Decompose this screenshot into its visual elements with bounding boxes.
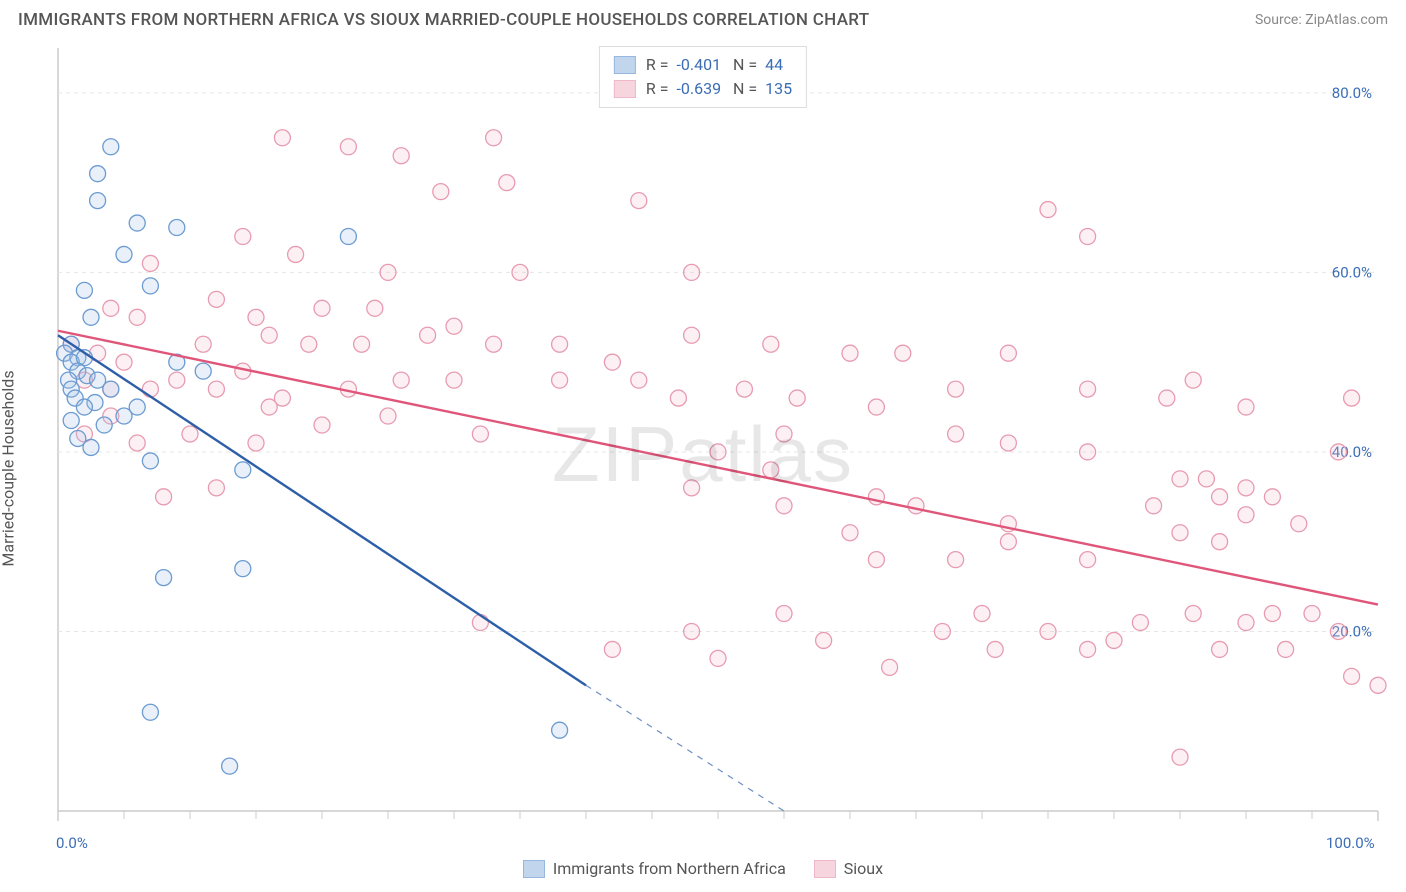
correlation-stats-box: R = -0.401 N = 44R = -0.639 N = 135 [599,46,807,108]
source-label: Source: [1255,12,1302,28]
legend-swatch-icon [814,860,836,878]
chart-header: IMMIGRANTS FROM NORTHERN AFRICA VS SIOUX… [0,0,1406,36]
legend-item-series1: Immigrants from Northern Africa [523,859,786,878]
stats-text: R = -0.639 N = 135 [646,77,792,101]
svg-text:60.0%: 60.0% [1332,263,1372,281]
stats-row: R = -0.401 N = 44 [614,53,792,77]
x-axis-tick-min: 0.0% [56,834,88,852]
y-axis-label: Married-couple Households [0,370,18,566]
stats-swatch-icon [614,80,636,98]
svg-text:80.0%: 80.0% [1332,84,1372,102]
chart-title: IMMIGRANTS FROM NORTHERN AFRICA VS SIOUX… [18,10,869,30]
source-attribution: Source: ZipAtlas.com [1255,12,1388,28]
legend-item-series2: Sioux [814,859,883,878]
stats-swatch-icon [614,56,636,74]
legend-swatch-icon [523,860,545,878]
legend-label: Immigrants from Northern Africa [553,859,786,878]
scatter-plot: 20.0%40.0%60.0%80.0% [48,36,1388,836]
stats-row: R = -0.639 N = 135 [614,77,792,101]
bottom-legend: Immigrants from Northern Africa Sioux [0,859,1406,878]
source-link[interactable]: ZipAtlas.com [1305,12,1388,28]
chart-container: Married-couple Households 20.0%40.0%60.0… [0,36,1406,882]
legend-label: Sioux [844,859,883,878]
x-axis-tick-max: 100.0% [1326,834,1375,852]
stats-text: R = -0.401 N = 44 [646,53,783,77]
